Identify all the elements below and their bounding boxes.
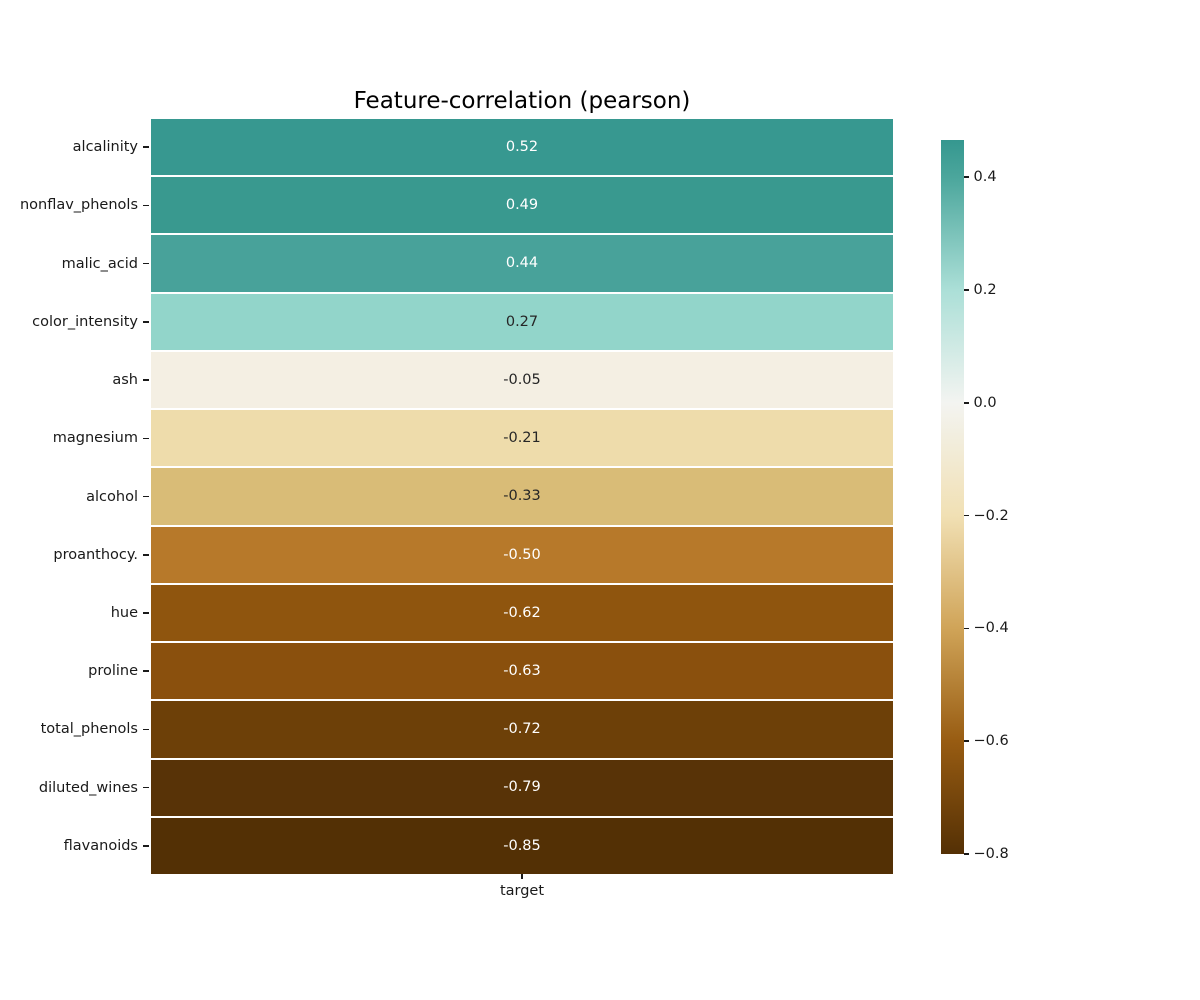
y-tick-label: proanthocy. <box>53 546 138 563</box>
heatmap-cell: -0.21 <box>151 410 893 467</box>
cell-annotation: -0.33 <box>503 488 541 505</box>
cell-annotation: -0.79 <box>503 779 541 796</box>
y-tick-label: malic_acid <box>61 255 138 272</box>
colorbar-ticks: 0.4 0.2 0.0 −0.2 −0.4 −0.6 −0.8 <box>964 140 1044 862</box>
y-tick-label-row: diluted_wines <box>0 760 151 816</box>
y-tick-label-row: flavanoids <box>0 818 151 874</box>
colorbar-tick-mark <box>964 514 969 517</box>
colorbar-tick: −0.4 <box>964 620 1009 636</box>
cell-annotation: -0.85 <box>503 837 541 854</box>
y-tick-label-row: color_intensity <box>0 294 151 350</box>
heatmap-cell: -0.33 <box>151 468 893 525</box>
y-tick-mark <box>143 786 149 789</box>
y-tick-label: proline <box>88 663 138 680</box>
heatmap-cell: 0.27 <box>151 293 893 350</box>
y-tick-mark <box>143 204 149 207</box>
y-tick-label-row: malic_acid <box>0 235 151 291</box>
y-tick-label: hue <box>110 604 138 621</box>
colorbar-tick-label: 0.2 <box>973 281 997 298</box>
y-tick-label-row: magnesium <box>0 410 151 466</box>
y-tick-label: alcohol <box>86 488 138 505</box>
colorbar-tick: −0.8 <box>964 846 1009 862</box>
cell-annotation: 0.27 <box>505 313 539 330</box>
y-tick-label: ash <box>112 372 138 389</box>
y-tick-label-row: hue <box>0 585 151 641</box>
colorbar-gradient <box>941 140 964 854</box>
y-tick-label-row: nonflav_phenols <box>0 177 151 233</box>
colorbar-tick-mark <box>964 740 969 742</box>
y-tick-mark <box>143 146 149 148</box>
y-tick-mark <box>143 728 149 731</box>
heatmap-cell: -0.63 <box>151 643 893 700</box>
colorbar-tick: 0.0 <box>964 395 997 411</box>
y-tick-mark <box>143 321 149 323</box>
y-tick-mark <box>143 262 149 265</box>
y-tick-mark <box>143 437 149 440</box>
cell-annotation: 0.49 <box>505 197 539 214</box>
heatmap-cell: 0.49 <box>151 177 893 234</box>
colorbar-tick-label: 0.0 <box>973 394 997 411</box>
cell-annotation: -0.21 <box>503 430 541 447</box>
colorbar-tick-label: −0.2 <box>973 507 1009 524</box>
y-tick-label: nonflav_phenols <box>19 197 138 214</box>
y-tick-label-row: proline <box>0 643 151 699</box>
y-tick-mark <box>143 670 149 672</box>
heatmap-cell: 0.44 <box>151 235 893 292</box>
heatmap-cell: -0.62 <box>151 584 893 642</box>
x-tick-mark <box>521 874 523 879</box>
y-tick-label-row: alcalinity <box>0 119 151 175</box>
y-tick-label: alcalinity <box>72 139 138 156</box>
y-tick-mark <box>143 612 149 614</box>
colorbar-tick: −0.2 <box>964 508 1009 524</box>
cell-annotation: -0.62 <box>503 604 541 621</box>
colorbar-tick: 0.4 <box>964 169 997 185</box>
y-tick-mark <box>143 495 149 498</box>
colorbar-tick-mark <box>964 853 969 855</box>
colorbar-tick-label: −0.8 <box>973 846 1009 862</box>
cell-annotation: -0.50 <box>503 546 541 563</box>
y-tick-label: total_phenols <box>40 721 138 738</box>
y-tick-label-row: total_phenols <box>0 701 151 757</box>
colorbar-tick-mark <box>964 176 969 178</box>
y-tick-label: magnesium <box>52 430 138 447</box>
y-tick-label-row: ash <box>0 352 151 408</box>
heatmap-cell: -0.05 <box>151 351 893 409</box>
heatmap-cell: -0.72 <box>151 701 893 758</box>
x-axis-label: target <box>499 883 545 899</box>
colorbar-tick-mark <box>964 289 969 291</box>
cell-annotation: -0.05 <box>503 371 541 388</box>
heatmap-cell: 0.52 <box>151 119 893 176</box>
y-tick-label: color_intensity <box>32 313 138 330</box>
y-tick-label-row: alcohol <box>0 468 151 524</box>
y-tick-mark <box>143 379 149 381</box>
chart-title: Feature-correlation (pearson) <box>353 88 691 114</box>
heatmap-grid: 0.52 0.49 0.44 0.27 -0.05 -0.21 -0.33 -0.50 -0.6… <box>151 119 893 875</box>
y-tick-label: flavanoids <box>63 837 138 854</box>
colorbar-tick-label: 0.4 <box>973 169 997 186</box>
cell-annotation: -0.72 <box>503 721 541 738</box>
cell-annotation: 0.52 <box>505 138 539 155</box>
y-tick-label-row: proanthocy. <box>0 527 151 583</box>
colorbar-tick-label: −0.4 <box>973 620 1009 637</box>
y-tick-mark <box>143 845 149 847</box>
y-tick-mark <box>143 554 149 556</box>
colorbar-tick: −0.6 <box>964 733 1009 749</box>
colorbar-tick: 0.2 <box>964 282 997 298</box>
heatmap-cell: -0.85 <box>151 817 893 875</box>
colorbar-tick-mark <box>964 627 969 630</box>
cell-annotation: -0.63 <box>503 662 541 679</box>
y-tick-label: diluted_wines <box>38 779 138 796</box>
heatmap-cell: -0.50 <box>151 526 893 583</box>
heatmap-cell: -0.79 <box>151 759 893 816</box>
colorbar-tick-mark <box>964 402 969 404</box>
colorbar-tick-label: −0.6 <box>973 733 1009 750</box>
cell-annotation: 0.44 <box>505 255 539 272</box>
